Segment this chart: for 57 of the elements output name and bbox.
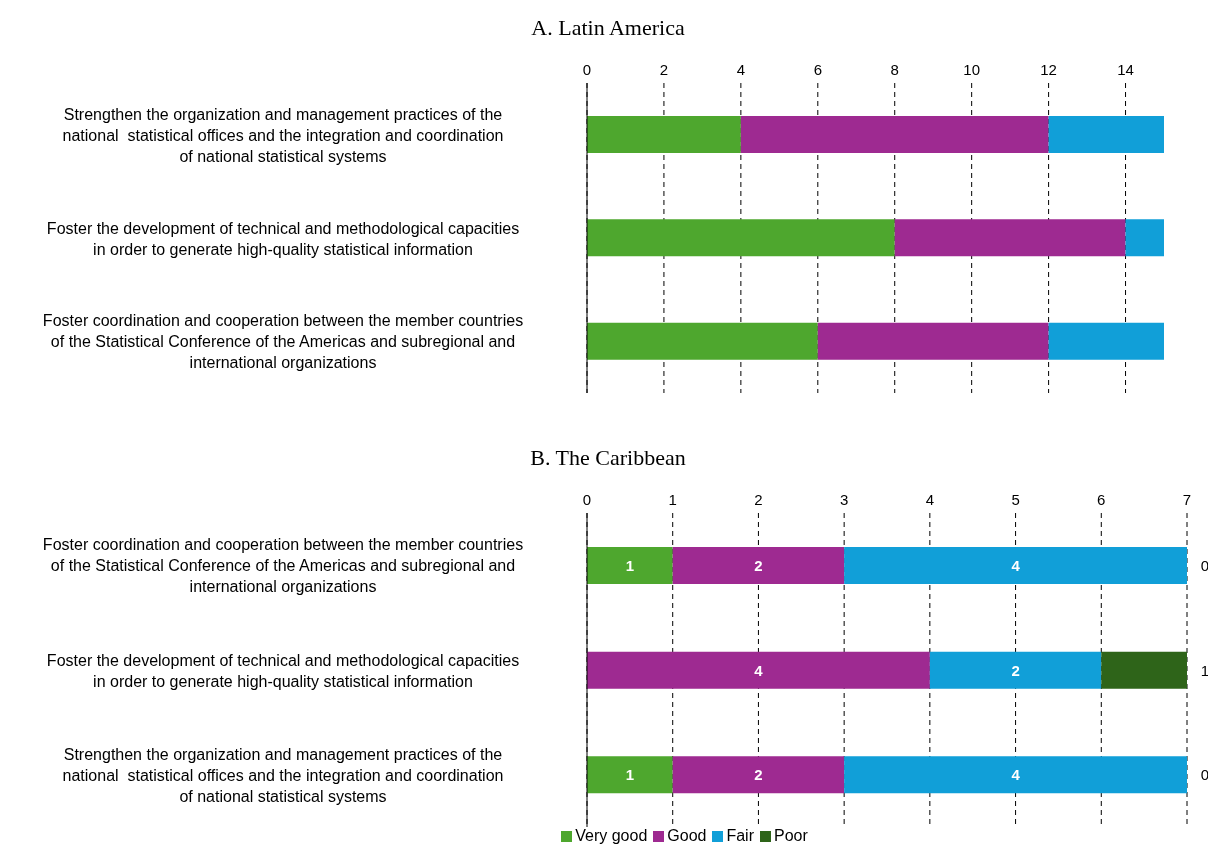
x-tick-label: 14	[1117, 61, 1134, 78]
legend-label: Fair	[725, 827, 754, 845]
y-tick-label: Foster coordination and cooperation between the member countries of the Statistical Conference of the Americas and subregional and international organizations	[42, 535, 524, 595]
legend-label: Poor	[773, 827, 808, 845]
bar	[1125, 219, 1164, 257]
bar	[894, 219, 1126, 257]
bar	[587, 116, 741, 153]
x-tick-label: 8	[890, 61, 899, 78]
bar	[587, 547, 673, 584]
data-label: 0	[1200, 556, 1210, 574]
x-tick-label: 1	[668, 491, 677, 508]
data-label: 2	[754, 766, 763, 784]
bar	[587, 756, 673, 794]
y-tick-label: Foster coordination and cooperation between the member countries of the Statistical Conference of the Americas and subregional and international organizations	[42, 311, 524, 371]
x-tick-label: 5	[1011, 491, 1020, 508]
bar	[844, 756, 1187, 794]
bar	[587, 322, 818, 360]
x-tick-label: 3	[839, 491, 849, 508]
x-tick-label: 0	[582, 61, 592, 78]
bar	[1048, 322, 1164, 360]
data-label: 4	[754, 661, 764, 679]
bar	[672, 756, 845, 794]
y-tick-label: Foster the development of technical and methodological capacities in order to generate high-quality statistical information	[46, 219, 520, 257]
x-tick-label: 10	[963, 61, 981, 78]
x-tick-label: 4	[925, 491, 935, 508]
bar	[844, 547, 1187, 584]
bar	[1101, 651, 1187, 689]
data-label: 1	[625, 766, 635, 784]
bar	[740, 116, 1049, 153]
x-tick-label: 6	[813, 61, 822, 78]
data-label: 2	[1011, 661, 1020, 679]
bar	[672, 547, 845, 584]
bar	[587, 219, 895, 257]
y-tick-label: Foster the development of technical and methodological capacities in order to generate high-quality statistical information	[46, 651, 520, 689]
legend-label: Good	[666, 827, 707, 845]
x-tick-label: 2	[754, 491, 763, 508]
data-label: 1	[1200, 661, 1210, 679]
x-tick-label: 7	[1182, 491, 1192, 508]
x-tick-label: 4	[736, 61, 746, 78]
y-tick-label: Strengthen the organization and management practices of the national statistical offices and the integration and coordination of national statistical systems	[62, 745, 504, 805]
data-label: 2	[754, 556, 763, 574]
x-tick-label: 6	[1097, 491, 1106, 508]
data-label: 1	[625, 556, 635, 574]
bar	[1048, 116, 1164, 153]
x-tick-label: 0	[582, 491, 592, 508]
legend-label: Very good	[574, 827, 648, 845]
x-tick-label: 12	[1040, 61, 1057, 78]
bar	[929, 651, 1102, 689]
data-label: 0	[1200, 766, 1210, 784]
chart-title: A. Latin America	[530, 14, 686, 42]
bar	[817, 322, 1049, 360]
y-tick-label: Strengthen the organization and management practices of the national statistical offices and the integration and coordination of national statistical systems	[62, 105, 504, 165]
data-label: 4	[1011, 556, 1021, 574]
data-label: 4	[1011, 766, 1021, 784]
bar	[587, 651, 930, 689]
x-tick-label: 2	[659, 61, 669, 78]
chart-title: B. The Caribbean	[529, 444, 687, 472]
